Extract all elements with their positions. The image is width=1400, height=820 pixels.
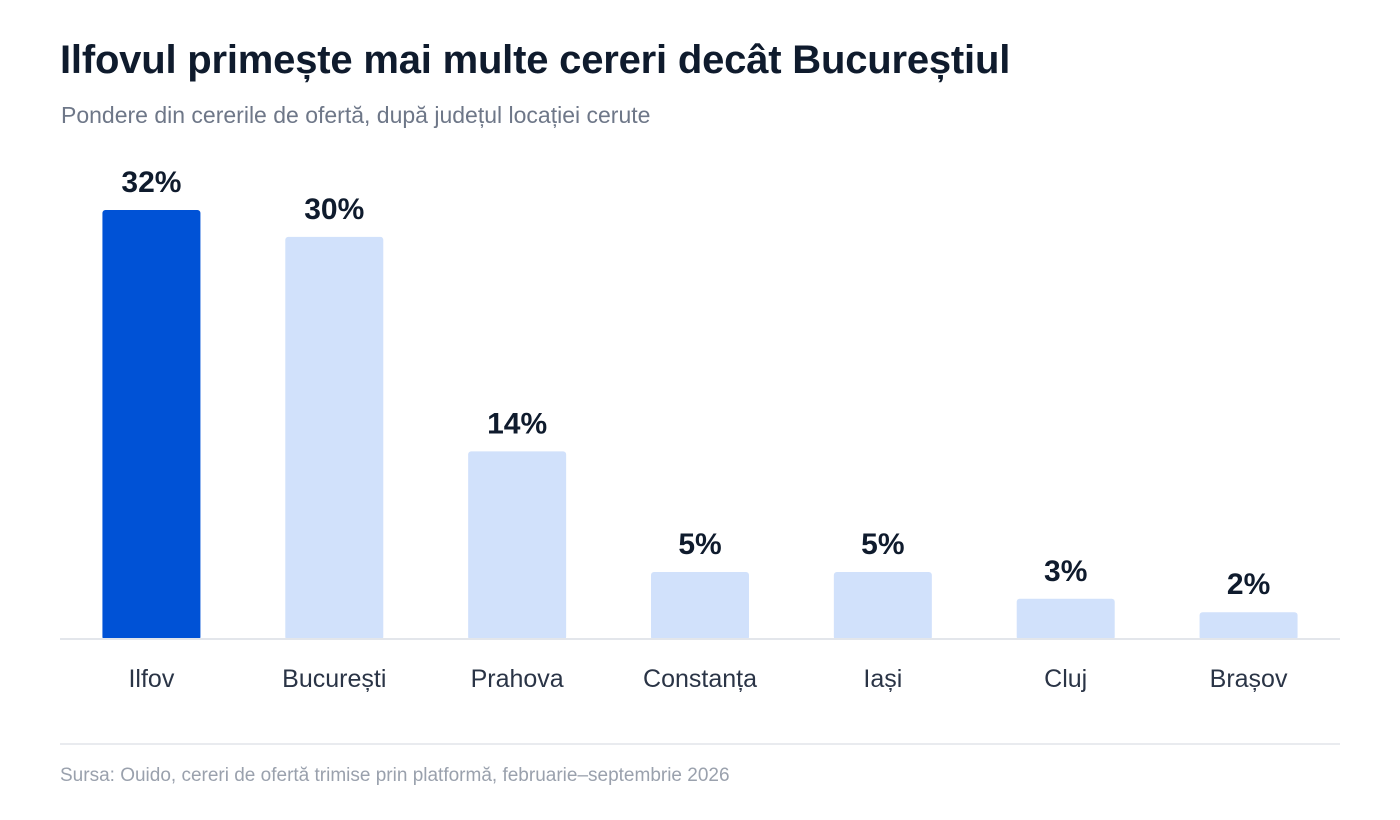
bar-brasov: [1199, 612, 1298, 640]
bar-ilfov: [102, 210, 201, 640]
bar-iasi: [833, 571, 932, 640]
category-label-constanta: Constanța: [643, 665, 757, 693]
value-label-prahova: 14%: [487, 407, 547, 440]
footer-divider: [60, 743, 1340, 745]
category-label-prahova: Prahova: [471, 665, 564, 693]
category-labels-group: Ilfov București Prahova Constanța Iași Cluj Br…: [128, 665, 1287, 693]
category-label-ilfov: Ilfov: [128, 665, 174, 693]
source-note: Sursa: Ouido, cereri de ofertă trimise p…: [60, 765, 730, 786]
category-label-bucuresti: București: [282, 665, 386, 693]
bar-bucuresti: [285, 236, 384, 640]
value-labels-group: 32% 30% 14% 5% 5% 3% 2%: [121, 166, 1270, 601]
bar-cluj: [1016, 598, 1115, 640]
value-label-brasov: 2%: [1227, 568, 1270, 601]
value-label-iasi: 5%: [861, 528, 904, 561]
bar-prahova: [468, 451, 567, 640]
category-label-brasov: Brașov: [1210, 665, 1288, 693]
chart-subtitle: Pondere din cererile de ofertă, după jud…: [61, 102, 651, 128]
bars-group: [102, 210, 1298, 640]
value-label-cluj: 3%: [1044, 555, 1087, 588]
chart-title: Ilfovul primește mai multe cereri decât …: [60, 38, 1011, 82]
value-label-ilfov: 32%: [121, 166, 181, 199]
category-label-iasi: Iași: [863, 665, 902, 693]
value-label-bucuresti: 30%: [304, 193, 364, 226]
bar-constanta: [651, 571, 749, 640]
bar-chart: 32% 30% 14% 5% 5% 3% 2% Ilfov București Prahova C…: [60, 166, 1340, 693]
value-label-constanta: 5%: [678, 528, 721, 561]
category-label-cluj: Cluj: [1044, 665, 1087, 693]
